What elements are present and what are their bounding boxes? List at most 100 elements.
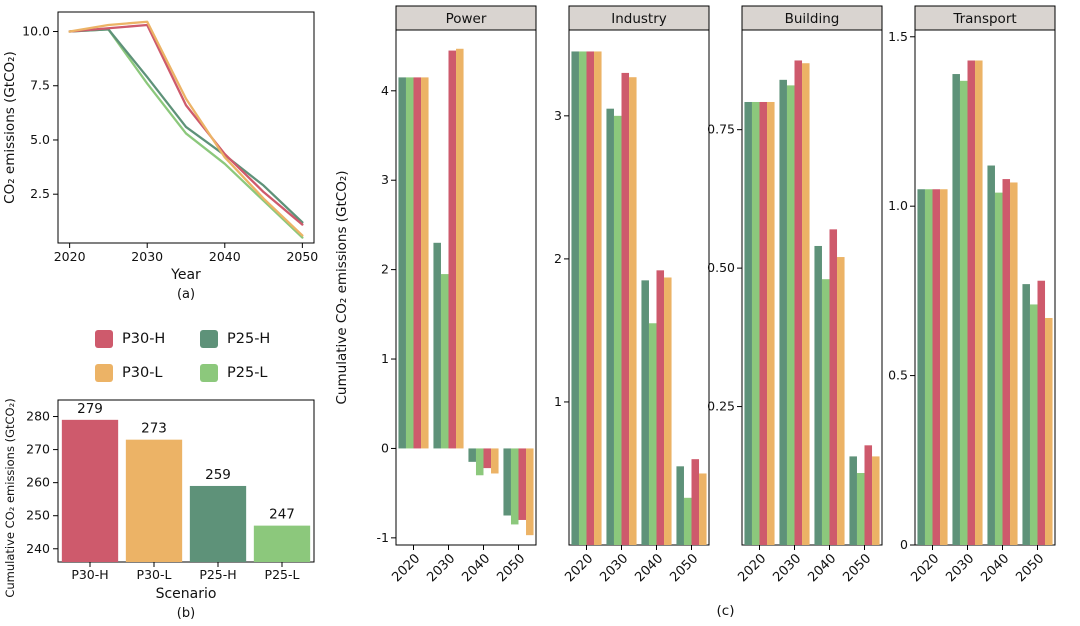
x-tick-label: 2030 <box>131 249 163 264</box>
x-tick-label: P25-L <box>265 567 300 582</box>
bar-building-2030-P30-L <box>802 63 810 546</box>
bar-building-2040-P30-H <box>829 229 838 545</box>
x-tick-label: 2020 <box>562 551 596 585</box>
legend-item-p30l: P30-L <box>95 364 200 382</box>
bar-P25-H <box>189 485 247 562</box>
y-tick-label: 2 <box>554 251 562 266</box>
bar-industry-2040-P25-H <box>641 280 649 545</box>
facet-title-industry: Industry <box>611 11 667 27</box>
legend-label-p30h: P30-H <box>122 331 166 347</box>
bar-industry-2040-P25-L <box>648 323 657 545</box>
panel-b-ylabel: Cumulative CO₂ emissions (GtCO₂) <box>3 398 17 597</box>
panel-a-svg: 2.5 5.0 7.5 10.0 2020 2030 2040 2050 Year (a) CO₂ … <box>2 11 318 302</box>
bar-value-label: 279 <box>77 401 103 417</box>
y-tick-label: 1.0 <box>888 198 908 213</box>
bar-P25-L <box>253 525 311 562</box>
y-tick-label: 3 <box>381 172 389 187</box>
bar-transport-2020-P30-H <box>932 189 941 546</box>
bar-power-2030-P30-H <box>448 50 457 449</box>
legend-label-p25h: P25-H <box>227 331 271 347</box>
bar-transport-2020-P25-L <box>924 189 933 546</box>
bar-P30-H <box>61 419 119 562</box>
bar-building-2040-P30-L <box>837 257 845 545</box>
bar-industry-2020-P25-L <box>578 51 587 545</box>
bar-building-2020-P25-L <box>751 101 760 545</box>
legend-swatch-p30l <box>95 364 113 382</box>
bar-transport-2030-P30-H <box>967 60 976 546</box>
y-tick-label: 240 <box>26 541 50 556</box>
y-tick-label: 250 <box>26 508 50 523</box>
bar-building-2050-P25-L <box>856 473 865 545</box>
bar-building-2030-P25-L <box>786 85 795 545</box>
y-tick-label: 5.0 <box>30 132 50 147</box>
y-tick-label: 0.75 <box>707 122 735 137</box>
bar-building-2030-P30-H <box>794 60 803 545</box>
x-tick-label: 2050 <box>286 249 318 264</box>
bar-transport-2050-P30-L <box>1045 317 1053 545</box>
legend-item-p25l: P25-L <box>200 364 305 382</box>
bar-value-label: 273 <box>141 421 167 437</box>
x-tick-label: P30-L <box>137 567 172 582</box>
facet-header-industry <box>568 5 710 31</box>
legend-swatch-p25l <box>200 364 218 382</box>
x-tick-label: 2030 <box>943 551 977 585</box>
bar-building-2030-P25-H <box>779 79 787 545</box>
bar-transport-2020-P30-L <box>940 189 948 546</box>
bar-power-2030-P30-L <box>456 48 464 449</box>
x-tick-label: P30-H <box>71 567 108 582</box>
x-tick-label: 2020 <box>54 249 86 264</box>
facet-title-power: Power <box>446 11 487 27</box>
y-tick-label: 0.50 <box>707 260 735 275</box>
y-tick-label: 1.5 <box>888 29 908 44</box>
y-tick-label: 0 <box>900 537 908 552</box>
panel-b-svg: 240 250 260 270 280 279 P30-H 273 P30-L 259 P25-H 2… <box>3 398 315 621</box>
legend-swatch-p30h <box>95 330 113 348</box>
panel-c-facet-charts: Power -1 0 1 2 3 4 2020 2030 2040 2050 Industry 1 2 3 2… <box>332 0 1080 626</box>
panel-c-ylabel: Cumulative CO₂ emissions (GtCO₂) <box>334 170 350 404</box>
bar-building-2050-P25-H <box>849 456 857 545</box>
x-tick-label: 2040 <box>209 249 241 264</box>
bar-building-2020-P25-H <box>744 101 752 545</box>
panel-a-ylabel: CO₂ emissions (GtCO₂) <box>2 51 18 204</box>
bar-building-2020-P30-L <box>767 101 775 545</box>
bar-value-label: 259 <box>205 467 231 483</box>
bar-industry-2040-P30-L <box>664 277 672 545</box>
y-tick-label: 270 <box>26 442 50 457</box>
bar-power-2040-P30-L <box>491 448 499 474</box>
line-P30-H <box>68 23 304 226</box>
y-tick-label: 2 <box>381 262 389 277</box>
bar-power-2020-P30-L <box>421 77 429 449</box>
bar-power-2030-P25-H <box>433 242 441 449</box>
bar-transport-2050-P25-H <box>1022 284 1030 545</box>
y-tick-label: 1 <box>554 394 562 409</box>
bar-building-2040-P25-H <box>814 245 822 545</box>
bar-building-2050-P30-H <box>864 445 873 545</box>
legend-label-p25l: P25-L <box>227 365 268 381</box>
bar-industry-2020-P25-H <box>571 51 579 545</box>
bar-industry-2050-P25-H <box>676 466 684 545</box>
bar-industry-2050-P25-L <box>683 497 692 545</box>
bar-power-2050-P25-L <box>510 448 519 525</box>
x-tick-label: 2050 <box>667 551 701 585</box>
bar-transport-2030-P25-H <box>952 74 960 545</box>
bar-industry-2020-P30-L <box>594 51 602 545</box>
bar-industry-2030-P30-H <box>621 72 630 546</box>
bar-P30-L <box>125 439 183 562</box>
panel-b-caption: (b) <box>177 606 195 621</box>
legend-swatch-p25h <box>200 330 218 348</box>
panel-a-line-chart: 2.5 5.0 7.5 10.0 2020 2030 2040 2050 Year (a) CO₂ … <box>0 0 332 302</box>
bar-building-2050-P30-L <box>872 456 880 545</box>
bar-industry-2050-P30-H <box>691 459 700 545</box>
x-tick-label: 2050 <box>840 551 874 585</box>
bar-power-2050-P30-H <box>518 448 527 520</box>
x-tick-label: 2040 <box>632 551 666 585</box>
bar-transport-2040-P30-H <box>1002 179 1011 545</box>
panel-b-bar-chart: 240 250 260 270 280 279 P30-H 273 P30-L 259 P25-H 2… <box>0 388 332 626</box>
y-tick-label: 2.5 <box>30 186 50 201</box>
bar-value-label: 247 <box>269 507 295 523</box>
x-tick-label: 2020 <box>908 551 942 585</box>
panel-a-xlabel: Year <box>170 267 201 283</box>
bar-transport-2050-P30-H <box>1037 280 1046 545</box>
